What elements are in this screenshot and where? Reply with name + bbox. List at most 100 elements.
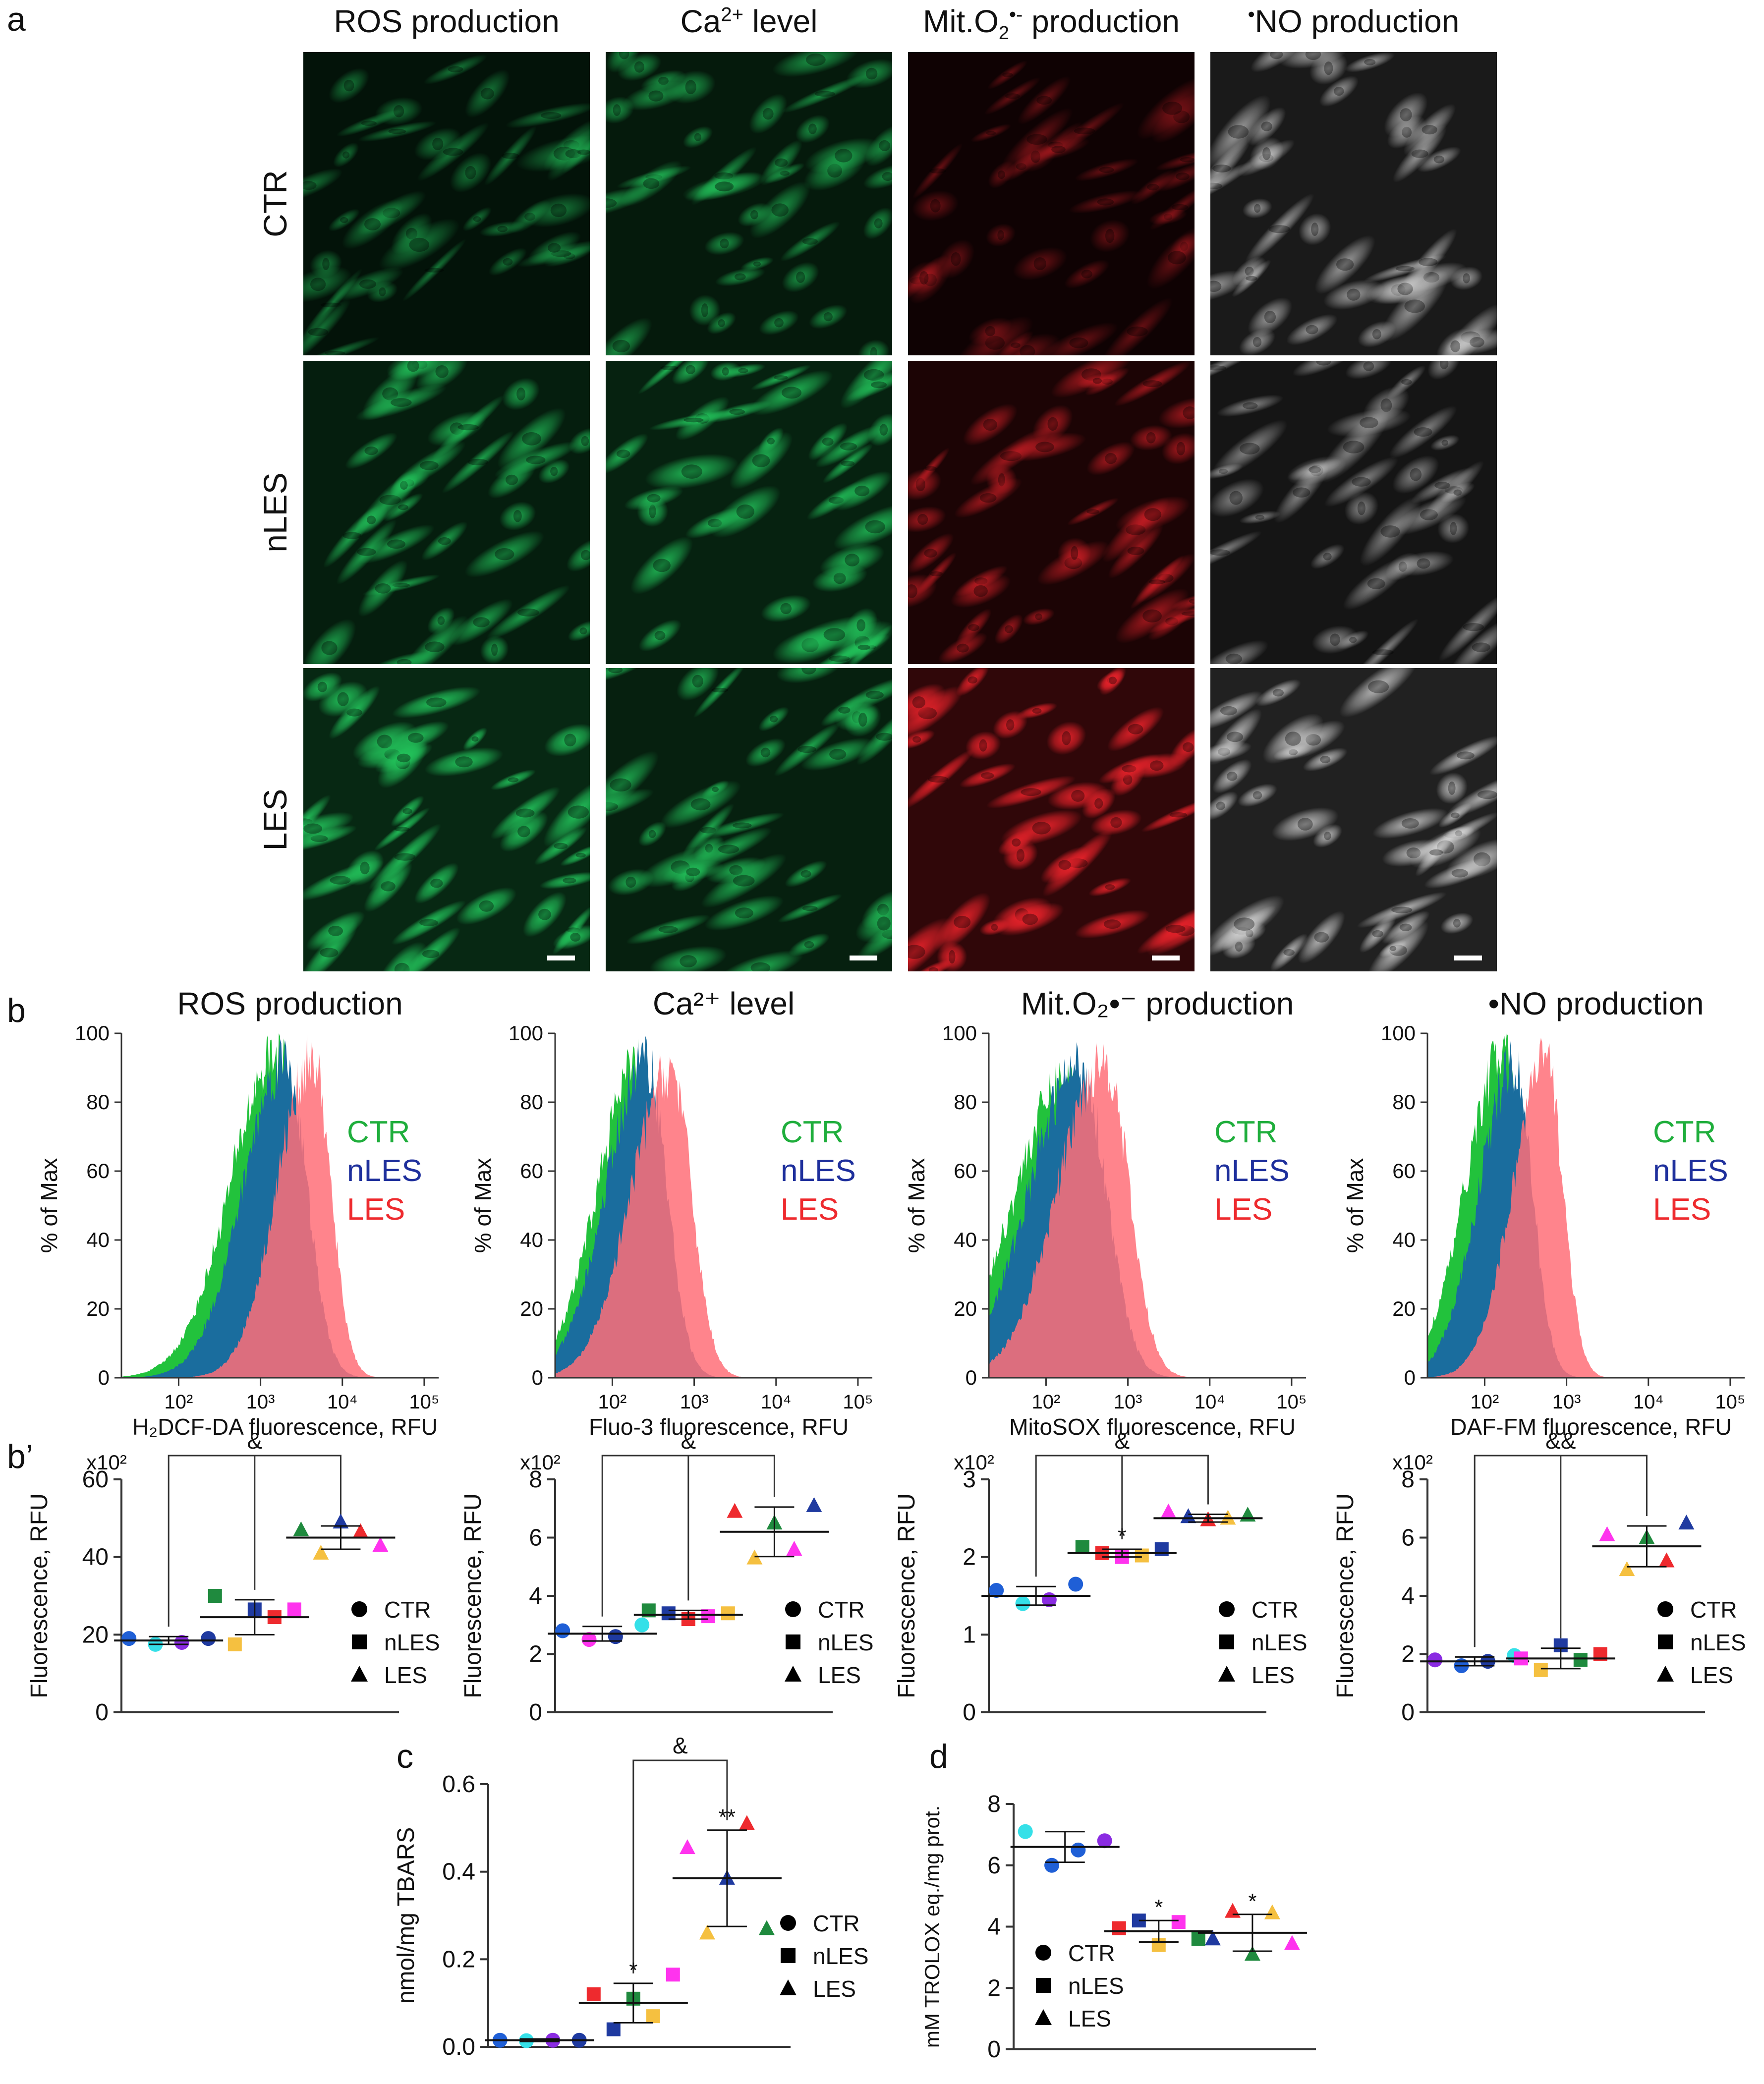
cell (1099, 668, 1127, 695)
cell (645, 453, 739, 490)
cell (994, 614, 1024, 644)
cell (392, 686, 481, 719)
legend-label: CTR (818, 1597, 865, 1623)
micrograph-image (1210, 52, 1497, 355)
cell (1130, 555, 1184, 609)
cell (1344, 492, 1379, 525)
cell (1081, 788, 1116, 819)
significance-label: && (1545, 1428, 1576, 1454)
y-tick-label: 0 (529, 1699, 542, 1726)
data-point-square (1075, 1540, 1089, 1554)
cell (624, 486, 683, 510)
data-point-triangle (699, 1924, 715, 1940)
cell (502, 378, 540, 410)
y-tick-label: 2 (987, 1975, 1001, 2001)
cell (442, 431, 514, 494)
cell (626, 914, 711, 945)
legend-label: nLES (781, 1154, 856, 1188)
cell (1449, 618, 1497, 664)
data-point-triangle (786, 1541, 802, 1556)
legend-label: nLES (1068, 1973, 1124, 1999)
data-point-circle (121, 1631, 137, 1646)
cell (505, 103, 590, 128)
y-tick-label: 40 (82, 1544, 109, 1571)
cell (1039, 322, 1118, 355)
cell (1013, 247, 1068, 281)
cell (568, 620, 590, 642)
cell (309, 250, 342, 278)
cell (855, 904, 892, 943)
cell (1438, 803, 1472, 828)
cell (662, 860, 724, 884)
data-point-circle (1018, 1824, 1033, 1839)
legend-label: LES (813, 1976, 856, 2002)
cell (1262, 713, 1324, 764)
cell (345, 850, 384, 886)
y-tick-label: 2 (1401, 1641, 1415, 1668)
cell (1086, 442, 1135, 476)
cell (1393, 551, 1454, 576)
y-tick-label: 8 (987, 1791, 1001, 1817)
data-point-circle (1015, 1596, 1030, 1611)
cell (488, 248, 527, 276)
y-tick-label: 2 (963, 1544, 976, 1571)
data-point-square (701, 1609, 715, 1624)
cell (759, 310, 799, 336)
cell (685, 827, 772, 871)
cell (303, 619, 356, 664)
cell (606, 317, 652, 355)
x-tick-label: 10⁴ (1633, 1391, 1664, 1413)
cell (1314, 235, 1375, 294)
legend-marker-triangle (785, 1666, 801, 1682)
cell (1360, 497, 1421, 566)
cell (710, 485, 781, 538)
legend-marker-circle (785, 1601, 801, 1617)
legend-label: CTR (1690, 1597, 1737, 1623)
cell (1210, 895, 1285, 953)
cell (1250, 137, 1284, 170)
cell (789, 933, 830, 957)
legend-label: LES (818, 1662, 861, 1688)
y-tick-label: 0.2 (442, 1946, 475, 1972)
data-point-triangle (1284, 1935, 1300, 1950)
histogram-series (121, 1034, 439, 1378)
histogram-series (555, 1054, 872, 1378)
cell (1270, 933, 1308, 971)
cell (676, 668, 719, 701)
micrograph-column-title: ROS production (334, 3, 560, 39)
data-point-triangle (293, 1521, 309, 1536)
legend-marker-square (352, 1634, 367, 1649)
scatter-chart: 0 2 4 6 8 mM TROLOX eq./mg prot. * * CTR nLES LES (920, 1791, 1316, 2063)
cell (1436, 328, 1475, 355)
y-tick-label: 60 (1392, 1159, 1416, 1183)
cell (689, 294, 721, 326)
cell (729, 432, 793, 490)
cell (986, 224, 1016, 247)
histogram-chart: Mit.O₂•⁻ production 0 20 40 60 80 100 10² 10³ 10⁴… (904, 986, 1307, 1440)
cell (1210, 691, 1263, 731)
data-point-square (606, 2022, 621, 2036)
micrograph-image (1210, 668, 1497, 971)
x-tick-label: 10⁴ (327, 1391, 358, 1413)
cell (336, 519, 397, 585)
cell (738, 202, 771, 227)
cell (760, 140, 802, 186)
cell (1090, 809, 1142, 836)
y-tick-label: 0.4 (442, 1859, 475, 1885)
y-axis-label: mM TROLOX eq./mg prot. (920, 1805, 944, 2048)
y-tick-label: 8 (529, 1466, 542, 1493)
data-point-triangle (1264, 1904, 1280, 1919)
chart-title: ROS production (177, 986, 402, 1021)
cell (1359, 914, 1396, 953)
cell (809, 304, 848, 329)
cell (965, 731, 1001, 760)
data-point-triangle (1240, 1507, 1256, 1522)
y-tick-label: 100 (75, 1021, 110, 1045)
micrograph-column-title: Mit.O2•- production (923, 3, 1180, 44)
cell (821, 694, 868, 727)
significance-label: & (1114, 1428, 1130, 1454)
cell (393, 441, 466, 490)
